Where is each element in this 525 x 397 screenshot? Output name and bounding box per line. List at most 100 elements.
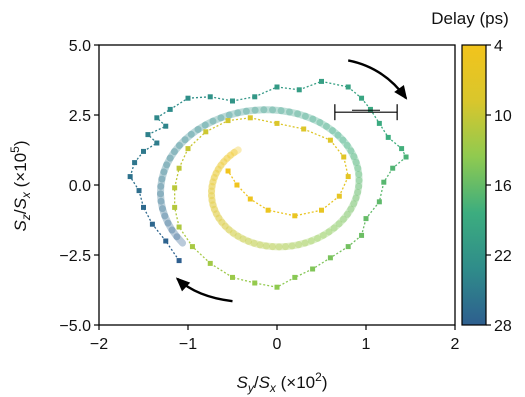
colorbar-tick-label: 16	[494, 178, 512, 195]
trajectory-segment	[295, 210, 322, 216]
data-point	[319, 79, 324, 84]
data-point	[301, 127, 306, 132]
data-point	[132, 160, 137, 165]
data-point	[337, 194, 342, 199]
trajectory-segment	[379, 182, 383, 202]
data-point	[234, 183, 239, 188]
trajectory-segment	[255, 87, 277, 97]
data-point	[252, 281, 257, 286]
y-tick-label: −5.0	[59, 318, 91, 335]
colorbar-gradient	[462, 45, 486, 325]
data-point	[154, 141, 159, 146]
trajectory-segment	[152, 224, 165, 241]
y-axis-ticks: −5.0 −2.5 0.0 2.5 5.0	[59, 38, 99, 335]
data-point	[381, 180, 386, 185]
trajectory-segment	[366, 202, 379, 219]
data-point	[230, 99, 235, 104]
data-point	[310, 267, 315, 272]
trajectory-segment	[299, 81, 321, 89]
trajectory-segment	[166, 241, 179, 261]
x-tick-label: −1	[179, 336, 197, 353]
trajectory-segment	[175, 207, 179, 227]
trajectory-segment	[233, 97, 255, 101]
colorbar-tick-label: 28	[494, 318, 512, 335]
trajectory-segment	[233, 277, 255, 283]
data-point	[328, 255, 333, 260]
trajectory-segment	[228, 118, 250, 121]
data-point	[226, 118, 231, 123]
data-point	[163, 239, 168, 244]
x-tick-label: 2	[451, 336, 460, 353]
data-point	[226, 169, 231, 174]
trajectory-segment	[255, 283, 277, 287]
data-point	[208, 94, 213, 99]
trajectory-segment	[250, 199, 268, 210]
data-point	[230, 275, 235, 280]
data-point	[172, 185, 177, 190]
guide-spiral	[160, 110, 359, 247]
trajectory-segment	[362, 219, 366, 236]
data-point	[190, 244, 195, 249]
colorbar: 4 10 16 22 28 Delay (ps)	[431, 9, 512, 335]
data-point	[177, 166, 182, 171]
trajectory-segment	[304, 129, 331, 140]
trajectory-segment	[139, 191, 143, 208]
data-point	[359, 96, 364, 101]
trajectory-segment	[210, 263, 232, 277]
x-tick-label: −2	[90, 336, 108, 353]
colorbar-tick-label: 22	[494, 248, 512, 265]
data-point	[399, 146, 404, 151]
x-axis-ticks: −2 −1 0 1 2	[90, 325, 460, 353]
data-point	[346, 244, 351, 249]
data-point	[248, 197, 253, 202]
colorbar-tick-label: 4	[494, 38, 503, 55]
trajectory-segment	[175, 168, 179, 188]
x-tick-label: 1	[362, 336, 371, 353]
data-point	[266, 208, 271, 213]
data-point	[163, 124, 168, 129]
data-point	[172, 205, 177, 210]
data-point	[137, 188, 142, 193]
y-tick-label: 0.0	[69, 178, 91, 195]
data-point	[328, 138, 333, 143]
x-tick-label: 0	[273, 336, 282, 353]
data-point	[390, 166, 395, 171]
trajectory-segment	[188, 97, 210, 98]
data-point	[252, 94, 257, 99]
trajectory-segment	[250, 118, 277, 124]
data-point	[368, 107, 373, 112]
data-point	[154, 115, 159, 120]
trajectory-segment	[330, 247, 348, 258]
data-point	[128, 174, 133, 179]
trajectory-segment	[179, 149, 188, 169]
trajectory-segment	[144, 207, 153, 224]
data-point	[292, 275, 297, 280]
guide-segment	[234, 150, 238, 152]
trajectory-segment	[322, 196, 340, 210]
trajectory-segment	[313, 258, 331, 269]
data-point	[186, 96, 191, 101]
data-point	[377, 121, 382, 126]
trajectory-segment	[148, 126, 166, 134]
data-point	[186, 146, 191, 151]
data-point	[177, 225, 182, 230]
error-bar	[335, 104, 397, 120]
data-point	[275, 121, 280, 126]
data-point	[297, 87, 302, 92]
y-tick-label: 2.5	[69, 108, 91, 125]
x-axis-label: Sy/Sx (×102)	[236, 370, 327, 395]
data-point	[346, 85, 351, 90]
colorbar-tick-label: 10	[494, 108, 512, 125]
data-point	[404, 155, 409, 160]
trajectory-segment	[268, 210, 295, 216]
data-point	[248, 115, 253, 120]
data-point	[275, 85, 280, 90]
data-point	[208, 261, 213, 266]
trajectory-segment	[339, 177, 348, 197]
trajectory-segment	[277, 123, 304, 129]
data-point	[346, 174, 351, 179]
colorbar-ticks: 4 10 16 22 28	[486, 38, 512, 335]
data-point	[319, 208, 324, 213]
data-point	[386, 135, 391, 140]
